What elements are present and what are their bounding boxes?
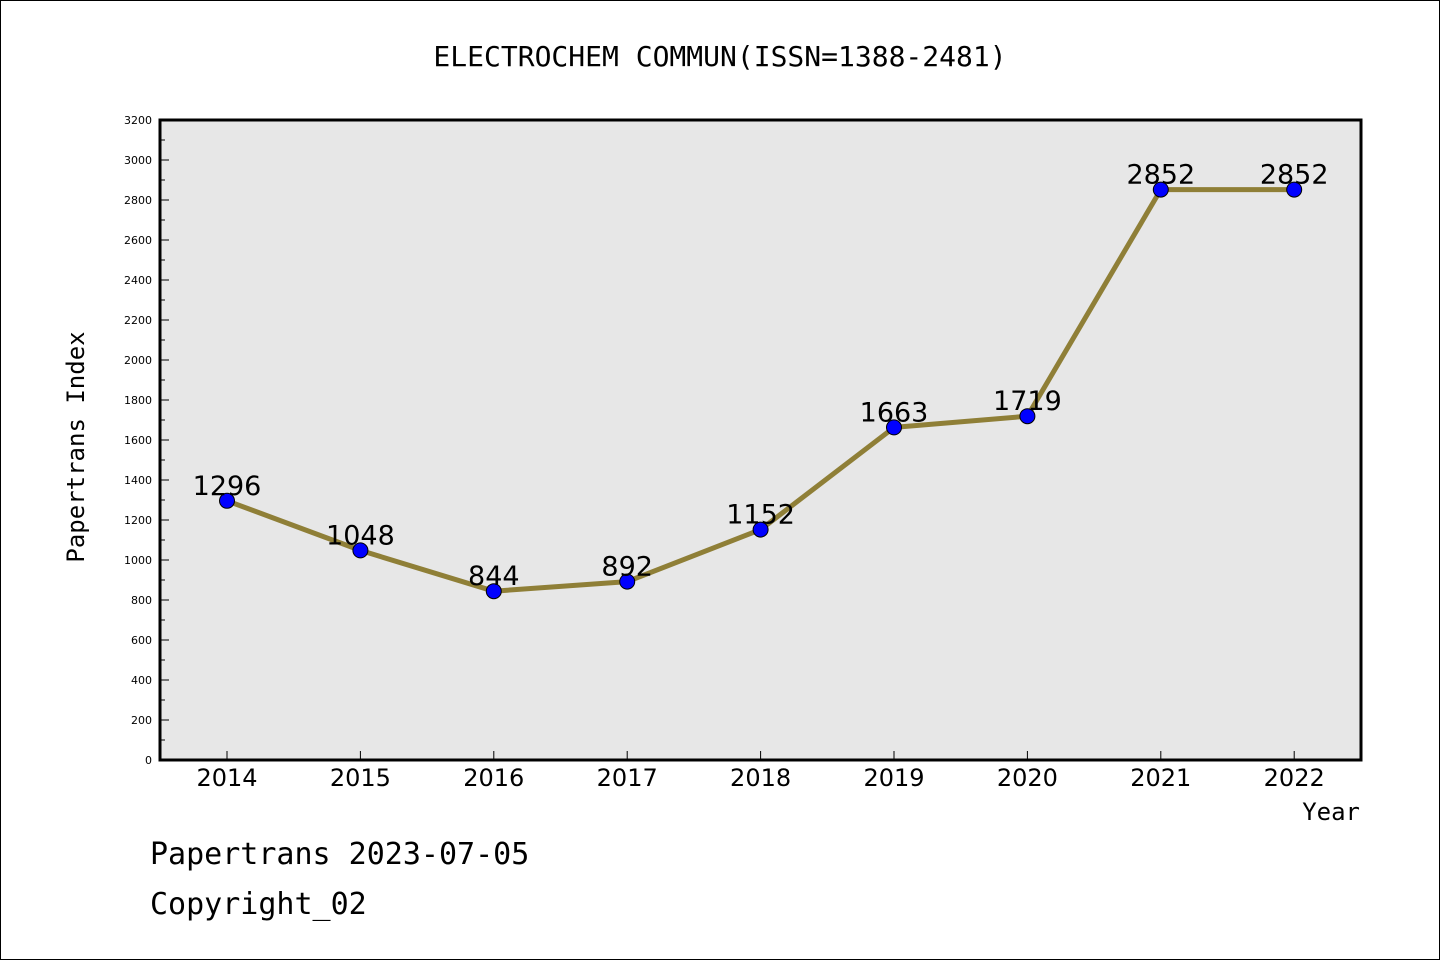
y-tick-label: 2200 bbox=[124, 314, 152, 327]
data-point bbox=[352, 542, 369, 559]
data-point bbox=[1152, 181, 1169, 198]
x-tick-label: 2015 bbox=[330, 764, 391, 792]
x-tick-label: 2019 bbox=[863, 764, 924, 792]
chart-title: ELECTROCHEM COMMUN(ISSN=1388-2481) bbox=[433, 40, 1006, 73]
data-label: 2852 bbox=[1126, 160, 1195, 191]
data-label: 1296 bbox=[193, 471, 262, 502]
y-tick-label: 2000 bbox=[124, 354, 152, 367]
x-axis: 2014 2015 2016 2017 2018 2019 2020 2021 2022 bbox=[196, 751, 1325, 792]
data-point bbox=[1286, 181, 1303, 198]
x-axis-title: Year bbox=[1302, 798, 1360, 826]
y-tick-label: 1000 bbox=[124, 554, 152, 567]
x-tick-label: 2022 bbox=[1264, 764, 1325, 792]
footer-copyright: Copyright_02 bbox=[150, 887, 367, 922]
data-point bbox=[619, 573, 636, 590]
data-point bbox=[485, 583, 502, 600]
y-tick-label: 400 bbox=[131, 674, 152, 687]
x-tick-label: 2020 bbox=[997, 764, 1058, 792]
data-label: 844 bbox=[468, 561, 520, 592]
y-tick-label: 1600 bbox=[124, 434, 152, 447]
x-tick-label: 2017 bbox=[597, 764, 658, 792]
y-tick-label: 800 bbox=[131, 594, 152, 607]
data-point bbox=[752, 521, 769, 538]
data-point bbox=[886, 419, 902, 436]
data-label: 2852 bbox=[1260, 160, 1329, 191]
y-tick-label: 1400 bbox=[124, 474, 152, 487]
y-tick-label: 1200 bbox=[124, 514, 152, 527]
y-tick-label: 2400 bbox=[124, 274, 152, 287]
x-tick-label: 2016 bbox=[463, 764, 524, 792]
y-tick-label: 200 bbox=[131, 714, 152, 727]
x-tick-label: 2021 bbox=[1130, 764, 1191, 792]
data-point bbox=[1019, 408, 1036, 425]
data-label: 1152 bbox=[726, 500, 795, 531]
y-tick-label: 2600 bbox=[124, 234, 152, 247]
x-tick-label: 2018 bbox=[730, 764, 791, 792]
y-tick-label: 0 bbox=[145, 754, 152, 767]
y-axis: 0 200 400 600 800 1000 1200 1400 1600 1800 2000 220… bbox=[124, 114, 169, 767]
y-tick-label: 600 bbox=[131, 634, 152, 647]
footer-date: Papertrans 2023-07-05 bbox=[150, 837, 529, 872]
y-tick-label: 2800 bbox=[124, 194, 152, 207]
y-tick-label: 3200 bbox=[124, 114, 152, 127]
data-label: 1048 bbox=[326, 520, 395, 551]
data-labels: 1296 1048 844 892 1152 1663 1719 2852 2852 bbox=[193, 160, 1329, 593]
y-tick-label: 3000 bbox=[124, 154, 152, 167]
y-axis-title: Papertrans Index bbox=[62, 331, 90, 562]
data-label: 1719 bbox=[993, 386, 1062, 417]
y-tick-label: 1800 bbox=[124, 394, 152, 407]
data-points bbox=[219, 181, 1303, 600]
plot-area bbox=[158, 118, 1363, 762]
data-label: 892 bbox=[601, 552, 653, 583]
x-tick-label: 2014 bbox=[196, 764, 257, 792]
data-label: 1663 bbox=[860, 397, 929, 428]
data-point bbox=[219, 492, 235, 509]
